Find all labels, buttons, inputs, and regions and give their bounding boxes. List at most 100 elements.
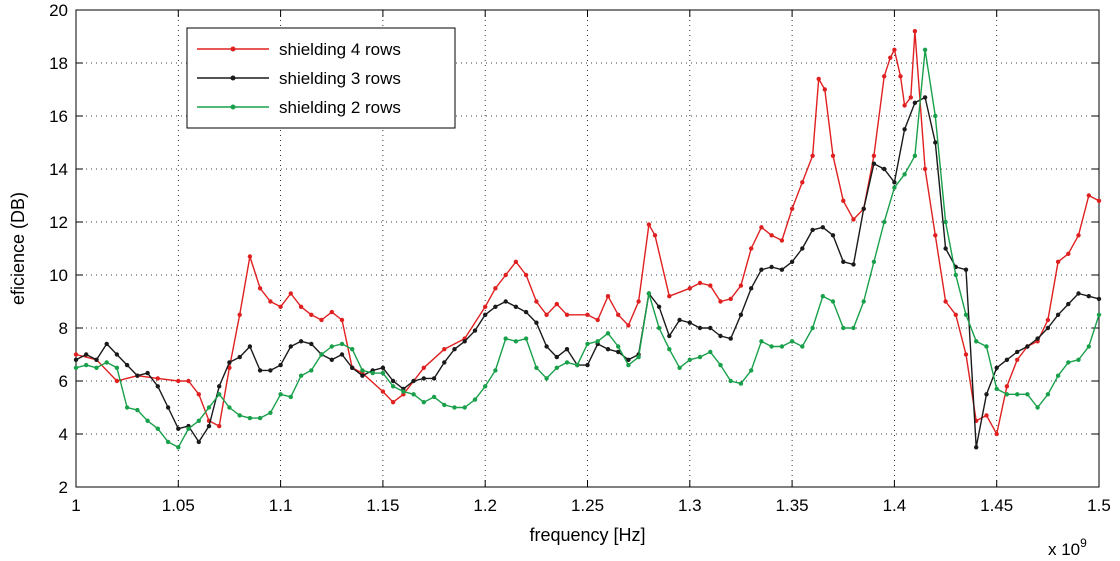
data-point bbox=[1015, 357, 1020, 362]
data-point bbox=[933, 113, 938, 119]
data-point bbox=[902, 172, 907, 177]
data-point bbox=[544, 344, 549, 349]
data-point bbox=[851, 262, 856, 267]
data-point bbox=[656, 304, 662, 309]
data-point bbox=[513, 304, 519, 309]
data-point bbox=[564, 360, 570, 365]
data-point bbox=[708, 325, 713, 331]
data-point bbox=[810, 325, 815, 331]
data-point bbox=[667, 333, 672, 339]
data-point bbox=[442, 360, 447, 365]
data-point bbox=[554, 301, 559, 307]
data-point bbox=[810, 153, 815, 158]
legend-label: shielding 3 rows bbox=[279, 69, 401, 88]
data-point bbox=[779, 267, 785, 272]
data-point bbox=[350, 347, 355, 352]
data-point bbox=[564, 312, 570, 317]
x-tick-label: 1.3 bbox=[678, 496, 702, 515]
data-point bbox=[84, 362, 89, 368]
data-point bbox=[963, 312, 969, 317]
data-point bbox=[1066, 301, 1071, 307]
data-point bbox=[288, 394, 293, 400]
data-point bbox=[595, 339, 600, 344]
data-point bbox=[626, 357, 631, 362]
x-axis-multiplier-exponent: 9 bbox=[1080, 536, 1087, 550]
data-point bbox=[822, 87, 827, 92]
data-point bbox=[728, 378, 733, 384]
data-point bbox=[442, 402, 447, 408]
data-point bbox=[585, 362, 590, 368]
data-point bbox=[503, 272, 508, 278]
data-point bbox=[472, 328, 478, 333]
data-point bbox=[677, 365, 682, 370]
data-point bbox=[933, 233, 938, 238]
data-point bbox=[84, 352, 89, 357]
data-point bbox=[217, 392, 222, 397]
x-axis-multiplier: x 109 bbox=[1048, 536, 1087, 559]
data-point bbox=[390, 378, 396, 384]
data-point bbox=[626, 323, 631, 328]
data-point bbox=[800, 246, 805, 251]
x-tick-label: 1.35 bbox=[776, 496, 809, 515]
data-point bbox=[298, 373, 304, 378]
data-point bbox=[104, 341, 109, 347]
data-point bbox=[902, 127, 907, 132]
data-point bbox=[462, 405, 467, 410]
data-point bbox=[738, 283, 744, 288]
data-point bbox=[483, 304, 488, 309]
data-point bbox=[73, 357, 79, 362]
data-point bbox=[196, 392, 201, 397]
data-point bbox=[165, 405, 171, 410]
data-point bbox=[769, 264, 774, 270]
data-point bbox=[1055, 373, 1061, 378]
data-point bbox=[963, 352, 969, 357]
data-point bbox=[390, 400, 396, 405]
data-point bbox=[329, 344, 334, 349]
data-point bbox=[257, 286, 263, 291]
data-point bbox=[309, 312, 314, 317]
data-point bbox=[943, 219, 948, 225]
data-point bbox=[554, 365, 559, 370]
data-point bbox=[135, 407, 140, 413]
data-point bbox=[339, 341, 345, 347]
y-tick-label: 6 bbox=[59, 372, 68, 391]
data-point bbox=[888, 55, 893, 60]
data-point bbox=[73, 352, 79, 357]
data-point bbox=[503, 336, 508, 341]
data-point bbox=[472, 397, 478, 402]
data-point bbox=[462, 339, 467, 344]
data-point bbox=[380, 370, 386, 376]
data-point bbox=[155, 376, 160, 381]
data-point bbox=[1015, 349, 1020, 355]
data-point bbox=[309, 341, 314, 347]
axis-ticks: 1 1.05 1.1 1.15 1.2 1.25 1.3 1.35 1.4 1.45 1.5 2 4 6 8… bbox=[49, 1, 1111, 515]
data-point bbox=[882, 219, 887, 225]
data-point bbox=[421, 376, 426, 381]
data-point bbox=[411, 392, 416, 397]
data-point bbox=[769, 233, 774, 238]
x-tick-label: 1.15 bbox=[366, 496, 399, 515]
y-tick-label: 14 bbox=[49, 160, 68, 179]
y-tick-label: 16 bbox=[49, 107, 68, 126]
data-point bbox=[687, 320, 692, 325]
data-point bbox=[1004, 357, 1010, 362]
data-point bbox=[871, 153, 877, 158]
data-point bbox=[922, 166, 928, 172]
data-point bbox=[830, 299, 836, 304]
legend-item: shielding 4 rows bbox=[197, 40, 401, 59]
data-point bbox=[810, 227, 815, 233]
data-point bbox=[278, 392, 283, 397]
data-point bbox=[1055, 312, 1061, 317]
data-point bbox=[830, 233, 836, 238]
data-point bbox=[738, 312, 744, 317]
data-point bbox=[984, 392, 989, 397]
data-point bbox=[544, 312, 549, 317]
data-point bbox=[656, 325, 662, 331]
data-point bbox=[350, 365, 355, 370]
data-point bbox=[411, 378, 416, 384]
data-point bbox=[974, 445, 979, 450]
data-point bbox=[329, 309, 334, 315]
data-point bbox=[319, 352, 324, 357]
data-point bbox=[237, 354, 242, 360]
